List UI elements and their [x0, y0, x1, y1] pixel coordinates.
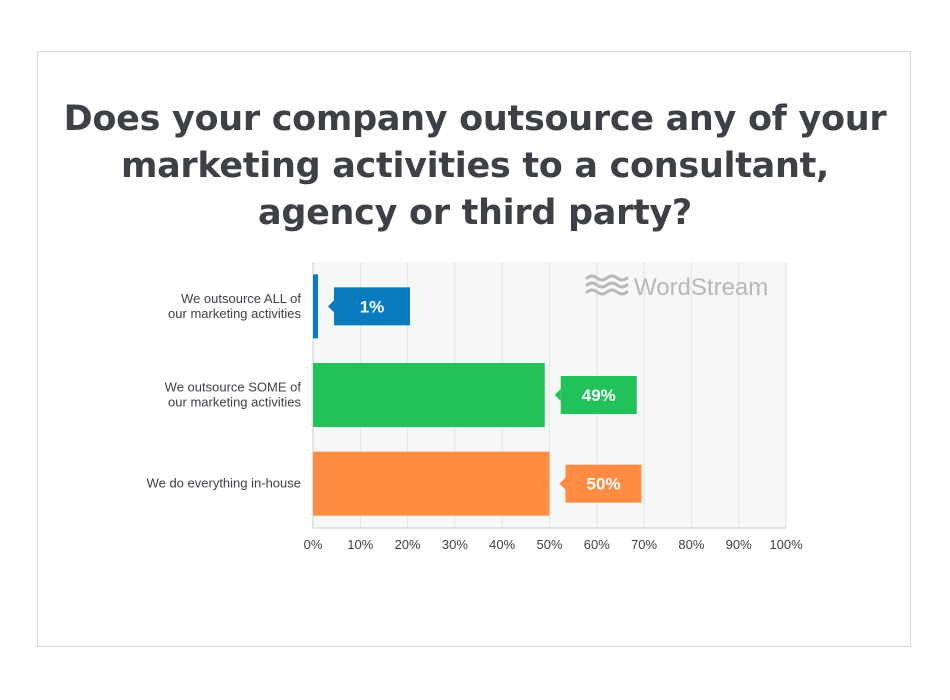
category-label: our marketing activities	[168, 306, 301, 321]
x-tick-label: 100%	[769, 537, 803, 552]
x-tick-label: 50%	[536, 537, 562, 552]
brand-wave-icon	[585, 288, 629, 296]
x-tick-label: 80%	[678, 537, 704, 552]
bar	[313, 363, 545, 427]
brand-wave-icon	[585, 274, 629, 282]
bar	[313, 274, 318, 339]
chart-title: Does your company outsource any of your …	[63, 99, 887, 233]
data-label-pointer	[328, 300, 334, 313]
x-tick-label: 30%	[442, 537, 468, 552]
data-label-pointer	[554, 389, 561, 401]
x-tick-label: 0%	[304, 537, 323, 552]
x-tick-label: 20%	[395, 537, 421, 552]
data-label: 50%	[586, 475, 620, 494]
category-label: We outsource SOME of	[165, 380, 302, 395]
x-tick-label: 40%	[489, 537, 515, 552]
data-label-box	[334, 287, 410, 326]
x-tick-label: 60%	[584, 537, 610, 552]
category-label: our marketing activities	[168, 395, 301, 410]
x-tick-label: 10%	[347, 537, 373, 552]
brand-wave-icon	[585, 281, 629, 289]
data-label: 49%	[582, 386, 616, 405]
data-label: 1%	[360, 297, 385, 316]
data-label-pointer	[559, 477, 566, 490]
category-label: We outsource ALL of	[181, 291, 301, 306]
data-label-box	[565, 464, 642, 503]
category-label: We do everything in-house	[147, 476, 301, 491]
data-label-box	[560, 376, 637, 414]
bar	[313, 451, 550, 516]
brand-watermark: WordStream	[634, 274, 768, 301]
x-tick-label: 90%	[726, 537, 752, 552]
x-tick-label: 70%	[631, 537, 657, 552]
